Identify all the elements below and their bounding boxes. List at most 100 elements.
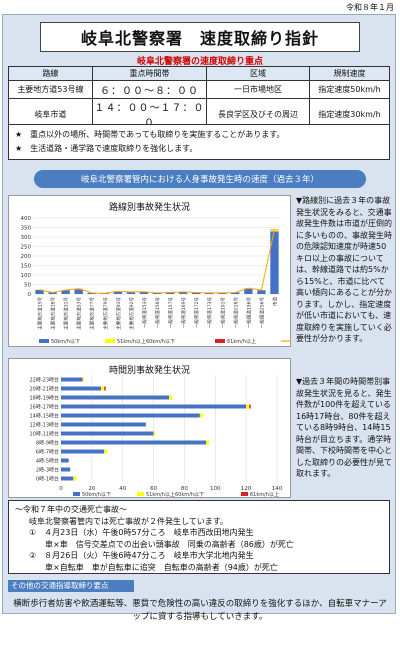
x-tick-label: 100 (210, 486, 221, 492)
bar-segment (104, 449, 108, 454)
x-tick-label: 主要地方道31号 (63, 297, 70, 330)
x-tick-label: 一般県道157号 (167, 297, 174, 329)
header-route: 路線 (8, 66, 93, 81)
y-tick-label: 100 (21, 273, 32, 279)
route-chart-title: 路線別事故発生状況 (108, 203, 190, 213)
bar-segment (61, 422, 146, 427)
bar-segment (73, 476, 77, 481)
x-tick-label: 市道 (271, 297, 278, 306)
time-chart-box: 時間別事故発生状況 0 20 40 60 80 100 120 140 22時-23時台 20時-… (8, 358, 291, 498)
y-tick-label: 16時-17時台 (29, 404, 59, 411)
y-tick-label: 200 (21, 254, 32, 260)
x-tick-label: 0 (59, 486, 63, 492)
bar-segment (165, 292, 175, 294)
y-tick-label: 300 (21, 235, 32, 241)
time-chart: 0 20 40 60 80 100 120 140 22時-23時台 20時-21時台 18時-19… (29, 375, 283, 498)
x-tick-label: 一般県道156号 (154, 297, 161, 329)
legend-label: 51km/h以上60km/h以下 (146, 491, 204, 498)
x-tick-label: 主要地方道92号 (128, 297, 135, 330)
y-tick-label: 12時-13時台 (29, 422, 59, 429)
bar-segment (153, 431, 156, 436)
notes-box: ★ 重点以外の場所、時間帯であっても取締りを実施することがあります。 ★ 生活道… (8, 124, 390, 160)
bar-segment (82, 377, 85, 382)
header-area: 区域 (206, 66, 310, 81)
footer-text: 横断歩行者妨害や飲酒運転等、悪質で危険性の高い違反の取締りを強化するほか、自転車… (13, 599, 387, 622)
x-tick-label: 主要地方道18号 (50, 297, 57, 330)
time-analysis-text: ▼過去３年間の時間帯別事故発生状況を見ると、発生件数が100件を超えている16時… (296, 377, 392, 478)
legend-swatch (137, 492, 144, 496)
bar-segment (61, 395, 169, 400)
y-tick-label: 22時-23時台 (29, 377, 59, 384)
summary-line: 岐阜北警察署管内では死亡事故が２件発生しています。 (29, 516, 228, 526)
x-tick-label: 主要地方道79号 (102, 297, 109, 330)
y-tick-label: 400 (21, 216, 32, 222)
x-tick-label: 一般県道191号 (219, 297, 226, 329)
bar-segment (218, 292, 227, 294)
bar-segment (61, 386, 102, 391)
legend-label: 50km/h以下 (82, 492, 111, 498)
x-tick-label: 主要地方道15号 (37, 297, 44, 330)
table-row: 主要地方道53号線 ６：００～８：００ 一日市場地区 指定速度50km/h (8, 80, 391, 99)
bar-segment (139, 291, 149, 294)
schedule-header-row: 路線 重点時間帯 区域 規制速度 (8, 66, 391, 81)
legend-swatch (105, 339, 115, 343)
header-time: 重点時間帯 (91, 66, 208, 81)
line-series (39, 229, 275, 294)
route-cell: 主要地方道53号線 (8, 80, 93, 99)
bar-segment (257, 290, 266, 294)
issue-date: 令和８年１月 (346, 3, 394, 12)
bar-segment (74, 289, 83, 294)
bar-segment (61, 440, 207, 445)
x-tick-label: 一般県道173号 (206, 297, 213, 329)
bar-segment (87, 292, 96, 294)
legend-swatch (73, 492, 80, 496)
bar-segment (101, 386, 105, 391)
page-title: 岐阜北警察署 速度取締り指針 (40, 22, 360, 52)
bar-segment (61, 290, 70, 294)
x-tick-label: 一般国道156号 (245, 297, 252, 329)
fatal-accident-summary: ～令和７年中の交通死亡事故～ 岐阜北警察署管内では死亡事故が２件発生しています。… (8, 500, 390, 574)
note-line: ★ 生活道路・通学路で速度取締りを強化します。 (15, 144, 198, 153)
x-tick-label: 一般県道169号 (180, 297, 187, 329)
bar-segment (61, 413, 200, 418)
x-tick-label: 主要地方道77号 (89, 297, 96, 330)
summary-line: 車×車 信号交差点での出会い頭事故 同乗の高齢者（86歳）が死亡 (29, 539, 294, 549)
x-tick-label: 40 (119, 486, 126, 492)
bar-segment (35, 289, 44, 294)
x-tick-label: 80 (181, 486, 188, 492)
bar-segment (199, 413, 203, 418)
bar-segment (61, 467, 71, 472)
time-cell: ６：００～８：００ (91, 80, 208, 99)
bar-segment (61, 449, 105, 454)
y-tick-label: 18時-19時台 (29, 395, 59, 402)
legend-label: 61km/h以上 (227, 338, 256, 345)
time-chart-title: 時間別事故発生状況 (108, 366, 190, 376)
y-tick-label: 8時-9時台 (36, 440, 59, 447)
section-banner: 岐阜北警察署管内における人身事故発生時の速度（過去３年） (34, 170, 366, 188)
page-subtitle: 岐阜北警察署の速度取締り重点 (136, 57, 263, 67)
route-chart: 0 50 100 150 200 250 300 350 400 主要地方道15号 主要地方道18号… (21, 216, 291, 345)
x-tick-label: 一般県道172号 (193, 297, 200, 329)
y-tick-label: 20時-21時台 (29, 386, 59, 393)
summary-line: ② ８月26日（火）午後6時47分ころ 岐阜市大学北地内発生 (29, 551, 254, 560)
summary-line: ～令和７年中の交通死亡事故～ (15, 505, 127, 514)
bar-segment (48, 292, 57, 294)
x-tick-label: 一般国道256号 (258, 297, 265, 329)
header-speed: 規制速度 (308, 66, 391, 81)
y-tick-label: 0 (28, 292, 32, 298)
speed-cell: 指定速度50km/h (308, 80, 391, 99)
legend-swatch (215, 339, 225, 343)
bar-segment (61, 377, 83, 382)
route-chart-box: 路線別事故発生状況 0 50 100 150 200 250 300 350 400 主要地方道1… (8, 195, 291, 347)
x-tick-label: 主要地方道53号 (76, 297, 83, 330)
y-tick-label: 0時-1時台 (36, 476, 59, 483)
bar-segment (231, 292, 240, 294)
bar-segment (178, 292, 188, 294)
y-tick-label: 50 (24, 283, 31, 289)
y-tick-label: 2時-3時台 (36, 467, 59, 474)
y-tick-label: 350 (21, 226, 32, 232)
bar-segment (104, 386, 106, 391)
bar-segment (270, 231, 279, 294)
summary-line: ① ４月23日（水）午後0時57分ころ 岐阜市西改田地内発生 (29, 528, 254, 537)
x-tick-label: 20 (88, 486, 95, 492)
